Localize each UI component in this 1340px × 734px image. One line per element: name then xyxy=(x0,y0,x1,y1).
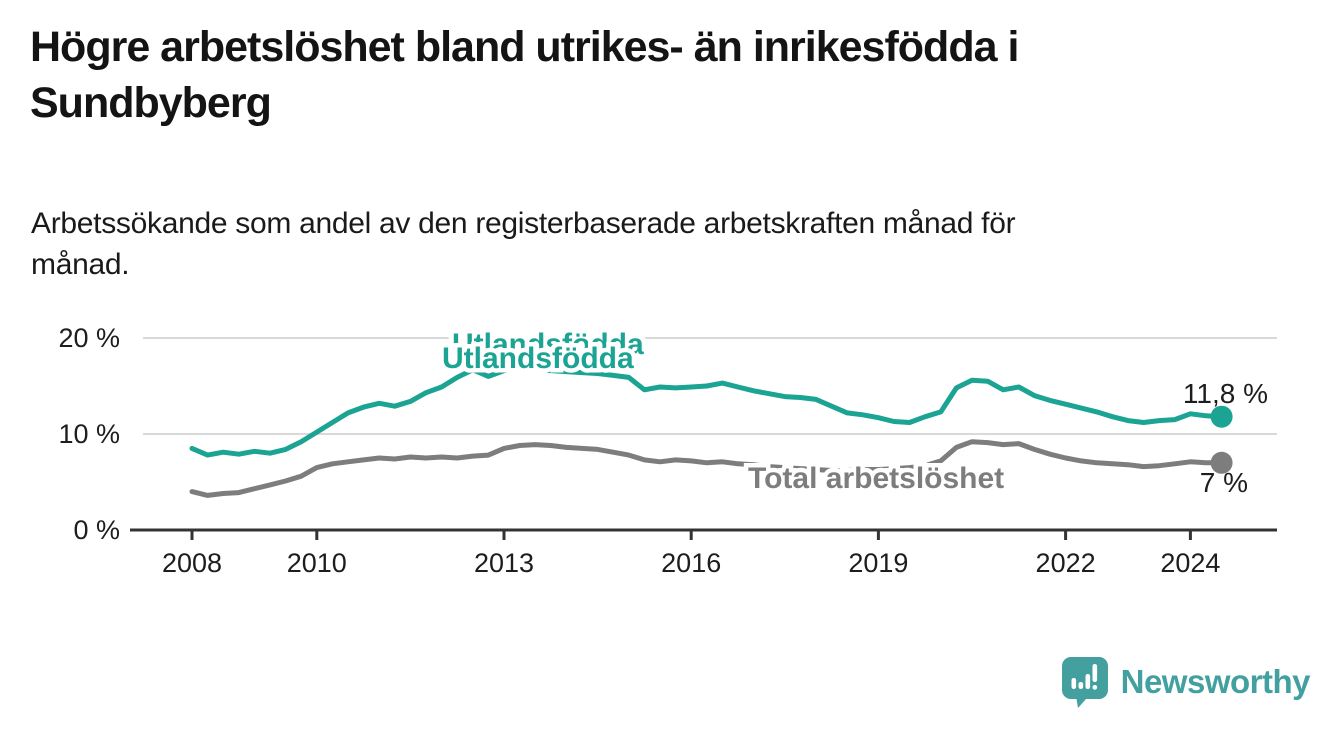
end-dot-utlandsfodda xyxy=(1210,405,1233,428)
end-value-label-utlandsfodda: 11,8 % xyxy=(1183,378,1268,409)
y-tick-label-10: 10 % xyxy=(58,419,120,449)
subtitle-line-2: månad. xyxy=(31,248,130,282)
chart-subtitle: Arbetssökande som andel av den registerb… xyxy=(31,203,1251,285)
title-line-2: Sundbyberg xyxy=(30,78,272,127)
title-line-1: Högre arbetslöshet bland utrikes- än inr… xyxy=(30,23,1019,71)
line-chart: Utlandsfödda Utlandsfödda Total arbetslö… xyxy=(0,280,1340,600)
bar-chart-speech-bubble-icon xyxy=(1061,657,1108,708)
x-tick-label-2008: 2008 xyxy=(162,548,222,578)
series-label-total-arbetsloshet: Total arbetslöshet xyxy=(748,462,1004,495)
unemployment-line-chart-svg: Utlandsfödda Utlandsfödda Total arbetslö… xyxy=(58,323,1277,578)
series-label-utlandsfodda: Utlandsfödda xyxy=(442,342,634,375)
y-tick-label-0: 0 % xyxy=(73,515,120,545)
x-tick-label-2016: 2016 xyxy=(661,548,721,578)
x-tick-label-2022: 2022 xyxy=(1036,548,1096,578)
x-tick-label-2010: 2010 xyxy=(287,548,347,578)
series-line-utlandsfodda xyxy=(189,365,1225,458)
end-value-label-total-arbetsloshet: 7 % xyxy=(1200,467,1248,498)
subtitle-line-1: Arbetssökande som andel av den registerb… xyxy=(31,207,1016,240)
bar-chart-glyph xyxy=(1071,664,1097,690)
x-tick-label-2024: 2024 xyxy=(1160,548,1220,578)
speech-bubble-shape xyxy=(1061,657,1108,708)
end-dot-total-arbetsloshet xyxy=(1210,451,1233,474)
series-label-utlandsfodda-ghost: Utlandsfödda xyxy=(452,328,644,361)
page-title: Högre arbetslöshet bland utrikes- än inr… xyxy=(30,20,1315,132)
newsworthy-wordmark: Newsworthy xyxy=(1120,663,1311,700)
newsworthy-logo: Newsworthy xyxy=(1061,656,1311,708)
y-tick-label-20: 20 % xyxy=(58,323,120,353)
x-axis-ticks xyxy=(190,531,1192,540)
x-tick-label-2013: 2013 xyxy=(474,548,534,578)
series-line-total-arbetsloshet xyxy=(189,439,1225,498)
x-tick-label-2019: 2019 xyxy=(848,548,908,578)
